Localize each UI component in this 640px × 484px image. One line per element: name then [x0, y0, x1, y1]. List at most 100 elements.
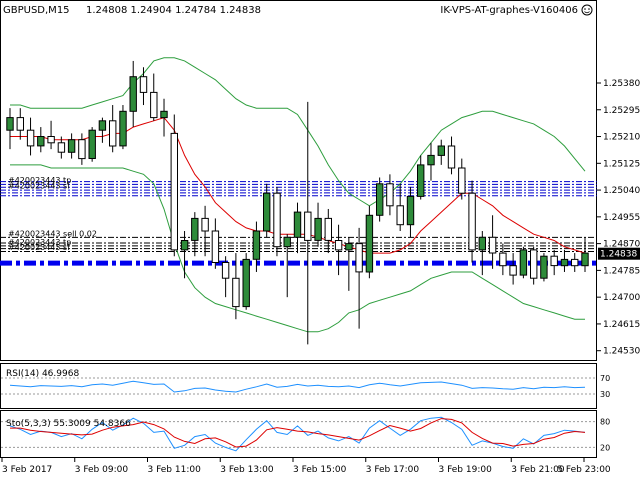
candle-bearish — [232, 277, 240, 308]
candle-bullish — [37, 136, 45, 147]
price-tick-label: 1.25040 — [603, 186, 640, 196]
candle-bullish — [540, 255, 548, 279]
candle-bearish — [550, 255, 558, 267]
candles — [6, 60, 589, 345]
order-labels: #420023443 tp#420023443 sl#420023443 sel… — [8, 176, 97, 252]
candle-bullish — [119, 110, 127, 147]
candle-bearish — [334, 240, 343, 251]
candle-bullish — [519, 249, 528, 276]
candle-bullish — [180, 240, 189, 251]
candle-bullish — [478, 236, 487, 251]
time-tick-label: 3 Feb 15:00 — [293, 465, 347, 475]
candle-bearish — [26, 129, 35, 147]
stochastic-signal-line — [10, 418, 586, 448]
candle-bearish — [109, 120, 117, 147]
candle-bullish — [88, 129, 96, 159]
candle-bearish — [386, 183, 394, 207]
indicator-lines — [10, 57, 586, 333]
candle-bullish — [365, 214, 374, 273]
candle-bullish — [406, 195, 415, 226]
bollinger-upper-line — [10, 57, 586, 207]
candle-bullish — [98, 120, 107, 131]
order-label: #420023443 tp — [8, 176, 71, 185]
candle-bullish — [345, 243, 353, 251]
rsi-tick-label: 70 — [600, 374, 610, 383]
main-panel-frame — [0, 0, 597, 361]
bollinger-lower-line — [10, 164, 585, 333]
order-label: #420023443 tp — [8, 238, 71, 247]
stochastic-tick-label: 20 — [600, 443, 610, 452]
stochastic-label: Sto(5,3,3) 55.3009 54.8366 — [6, 419, 131, 429]
candle-bearish — [273, 192, 281, 248]
symbol-label: GBPUSD,M15 — [3, 5, 70, 16]
price-tick-label: 1.25210 — [603, 133, 640, 143]
candle-bullish — [191, 217, 199, 241]
time-tick-label: 3 Feb 11:00 — [148, 465, 202, 475]
time-axis: 3 Feb 2017 3 Feb 09:00 3 Feb 11:00 3 Feb 13… — [1, 458, 611, 475]
candle-bearish — [571, 258, 579, 267]
candle-bearish — [488, 236, 497, 254]
stochastic-panel-frame — [0, 410, 597, 458]
ohlc-label: 1.24808 1.24904 1.24784 1.24838 — [86, 5, 261, 16]
time-tick-label: 3 Feb 19:00 — [439, 465, 493, 475]
candle-bearish — [499, 252, 507, 267]
stochastic-panel: 80 20 — [1, 416, 610, 452]
time-tick-label: 3 Feb 09:00 — [75, 465, 129, 475]
rsi-tick-label: 30 — [600, 390, 610, 399]
price-tick-label: 1.24785 — [603, 266, 640, 276]
price-tick-label: 1.24530 — [603, 347, 640, 357]
candle-bullish — [417, 164, 425, 197]
rsi-label: RSI(14) 46.9968 — [6, 369, 79, 379]
candle-bearish — [221, 262, 230, 279]
candle-bullish — [314, 217, 322, 241]
price-tick-label: 1.24955 — [603, 213, 640, 223]
rsi-panel-frame — [0, 363, 597, 409]
time-tick-label: 3 Feb 21:00 — [511, 465, 565, 475]
rsi-line — [9, 380, 586, 393]
order-label: #420023443 sl — [8, 182, 69, 191]
candle-bullish — [67, 139, 76, 153]
candle-bearish — [447, 145, 456, 169]
rsi-panel: 70 30 — [1, 374, 610, 399]
candle-bearish — [201, 217, 209, 232]
price-axis: 1.25380 1.25295 1.25210 1.25125 1.25040 1.249… — [597, 79, 640, 357]
candle-bullish — [560, 258, 569, 267]
stochastic-main-line — [9, 416, 586, 452]
order-label: #420023443 sell 0.02 — [8, 229, 97, 238]
candle-bullish — [6, 117, 14, 131]
candle-bullish — [252, 230, 261, 260]
price-tick-label: 1.25125 — [603, 159, 640, 169]
candle-bearish — [530, 249, 538, 279]
candle-bullish — [283, 236, 291, 248]
candle-bullish — [263, 192, 271, 232]
candle-bullish — [242, 258, 250, 308]
candle-bearish — [458, 167, 466, 194]
price-tick-label: 1.25380 — [603, 79, 640, 89]
time-tick-label: 3 Feb 2017 — [2, 465, 52, 475]
candle-bearish — [170, 132, 179, 251]
candle-bullish — [129, 76, 137, 112]
stochastic-tick-label: 80 — [600, 418, 610, 427]
candle-bullish — [437, 145, 446, 156]
candle-bearish — [509, 265, 517, 276]
candle-bearish — [139, 76, 148, 93]
candle-bearish — [16, 117, 25, 131]
candle-bearish — [150, 91, 158, 119]
price-tick-label: 1.25295 — [603, 106, 640, 116]
candle-bearish — [211, 230, 220, 263]
current-price-label: 1.24838 — [600, 250, 637, 260]
order-label: #420023443 sl — [8, 243, 69, 252]
candle-bearish — [47, 136, 55, 144]
candle-bearish — [57, 142, 66, 153]
price-tick-label: 1.24700 — [603, 293, 640, 303]
candle-bearish — [468, 192, 476, 251]
price-tick-label: 1.24615 — [603, 320, 640, 330]
candle-bullish — [427, 154, 435, 166]
candle-bullish — [293, 211, 302, 238]
time-tick-label: 3 Feb 13:00 — [220, 465, 274, 475]
candle-bearish — [78, 139, 86, 160]
time-tick-label: 3 Feb 17:00 — [366, 465, 420, 475]
price-tick-label: 1.24870 — [603, 240, 640, 250]
